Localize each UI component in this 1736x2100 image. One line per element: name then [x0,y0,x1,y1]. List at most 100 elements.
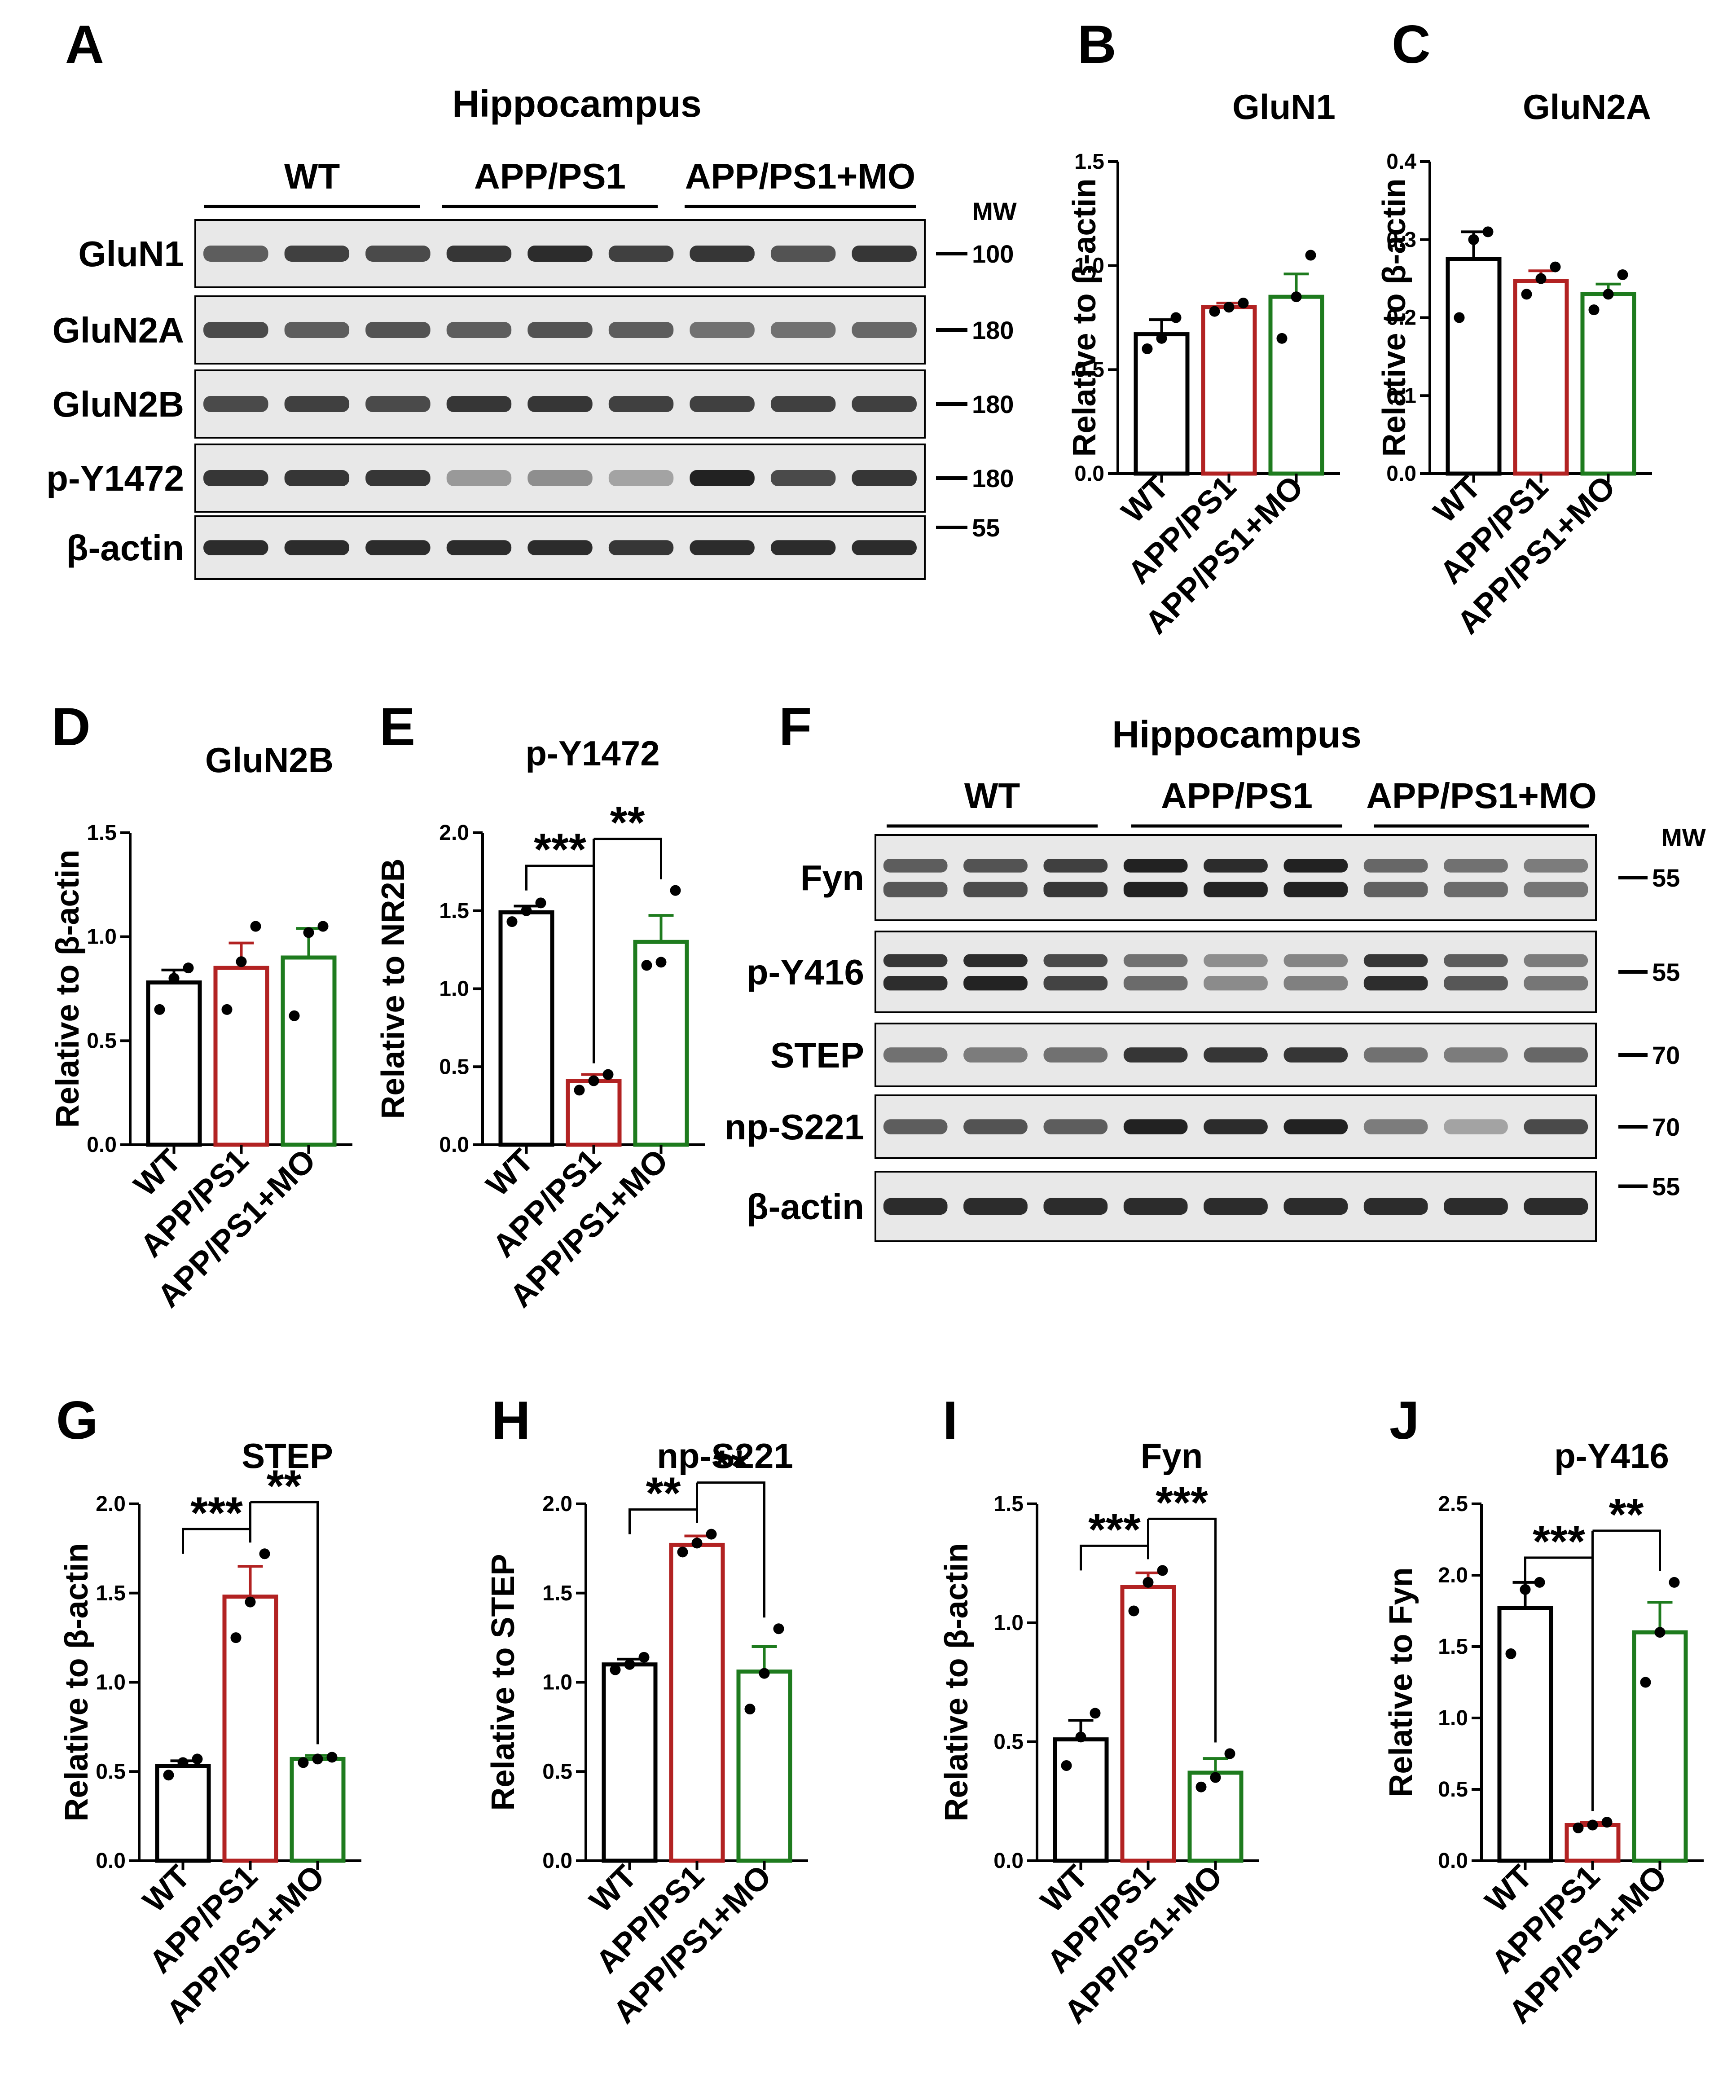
band [1043,976,1108,991]
y-tick-label: 0.5 [96,1760,126,1784]
band [1283,882,1348,897]
band [1283,1047,1348,1063]
band [365,246,431,262]
blot-row: p-Y1472 180 [46,444,1014,513]
blot-row-label: p-Y1472 [46,458,184,498]
y-tick-label: 0.4 [1386,150,1416,174]
bar [1513,279,1569,476]
y-tick-label: 1.0 [542,1671,572,1695]
band [852,246,917,262]
bar [669,1542,725,1863]
blot-row: β-actin 55 [747,1171,1680,1242]
mw-label: 70 [1652,1041,1680,1069]
data-point [317,921,329,932]
blot-row: STEP 70 [770,1023,1680,1087]
blot-box [875,834,1597,921]
data-point [163,1770,174,1781]
significance-bracket [593,838,662,879]
data-point [259,1548,270,1560]
y-tick-label: 1.5 [993,1492,1024,1516]
y-tick-label: 1.0 [96,1671,126,1695]
band [1283,954,1348,967]
data-point [1276,333,1288,344]
band [1043,1047,1108,1063]
band [527,322,593,338]
bar [213,966,269,1147]
significance-bracket [182,1528,251,1554]
mw-label: 180 [972,464,1014,492]
y-tick-label: 1.0 [87,925,117,949]
band [1283,859,1348,873]
data-point [602,1069,614,1080]
significance-label: *** [534,825,586,875]
band [1283,976,1348,991]
data-point [610,1664,621,1675]
band [1123,859,1188,873]
mw-label: 100 [972,240,1014,268]
band [203,470,268,486]
band [608,396,674,412]
bar [602,1662,658,1863]
band [1283,1119,1348,1134]
band [1524,859,1588,873]
panel-letter: I [943,1390,958,1450]
significance-label: ** [646,1468,681,1519]
y-tick-label: 1.0 [993,1611,1024,1635]
y-tick-label: 0.5 [87,1029,117,1053]
y-tick-label: 1.5 [1074,150,1104,174]
data-point [1588,304,1600,316]
mw-label: 55 [1652,958,1680,986]
panel-letter: D [52,697,91,757]
bar [281,955,337,1147]
data-point [670,885,681,896]
blot-row: GluN1 100 [78,219,1014,288]
data-point [303,927,314,938]
blot-row-label: STEP [770,1035,864,1075]
data-point [1170,312,1182,323]
data-point [1505,1648,1516,1659]
band [690,246,755,262]
band [963,954,1028,967]
y-tick-label: 1.5 [96,1582,126,1605]
y-tick-label: 2.0 [96,1492,126,1516]
bar [633,940,689,1147]
data-point [1305,250,1316,261]
band [1363,954,1428,967]
band [1444,882,1508,897]
band [284,396,350,412]
data-point [1210,1772,1221,1783]
panel-letter: G [56,1390,98,1450]
y-tick-label: 0.1 [1386,384,1416,408]
band [1363,859,1428,873]
band [365,540,431,555]
chart-panel-j: Jp-Y416 Relative to Fyn 0.0 0.5 1.0 1.5 2.0 2.5… [1383,1390,1704,2030]
mw-header: MW [1661,823,1706,852]
significance-bracket [1524,1556,1593,1582]
band [284,322,350,338]
band [1283,1198,1348,1215]
y-tick-label: 0.3 [1386,228,1416,252]
data-point [1669,1577,1680,1588]
band [1363,882,1428,897]
mw-label: 180 [972,316,1014,344]
band [963,859,1028,873]
y-tick-label: 2.5 [1438,1492,1468,1516]
bar [1134,332,1190,476]
data-point [230,1632,242,1643]
band [527,470,593,486]
data-point [759,1668,770,1679]
blot-row-label: GluN1 [78,234,184,274]
significance-label: ** [1609,1489,1644,1540]
band [883,882,948,897]
panel-letter: B [1077,14,1116,75]
data-point [1238,298,1249,309]
data-point [535,897,546,909]
data-point [506,916,518,927]
bar [1497,1606,1553,1863]
